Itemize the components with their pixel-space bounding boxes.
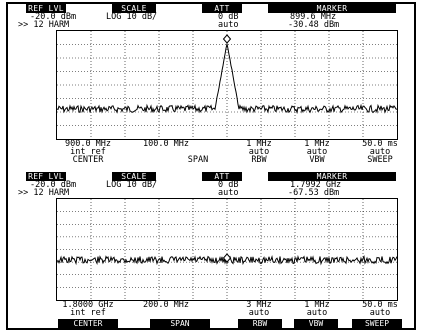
- scale-header: SCALE: [112, 4, 156, 13]
- trace-panel-2: REF LVL SCALE ATT MARKER -20.0 dBm >> 12…: [8, 172, 414, 330]
- graticule-svg: [57, 31, 397, 139]
- marker-diamond-icon: [222, 34, 232, 44]
- marker-diamond-icon: [222, 253, 232, 263]
- sweep-softkey[interactable]: SWEEP: [352, 319, 402, 328]
- vbw-softkey[interactable]: VBW: [294, 319, 338, 328]
- graticule-svg: [57, 199, 397, 300]
- scale-value: LOG 10 dB/: [106, 12, 158, 22]
- vbw-mode: auto: [306, 308, 328, 318]
- sweep-mode: auto: [369, 308, 391, 318]
- marker-level: -67.53 dBm: [288, 188, 340, 198]
- trace-graticule-1: [56, 30, 398, 140]
- rbw-value: 3 MHz: [246, 300, 272, 310]
- rbw-mode: auto: [248, 147, 270, 157]
- vbw-value: 1 MHz: [304, 300, 330, 310]
- sweep-value: 50.0 ms: [362, 139, 398, 149]
- scale-value: LOG 10 dB/: [106, 180, 158, 190]
- center-frequency: 900.0 MHz: [64, 139, 112, 149]
- span-label: SPAN: [187, 155, 209, 165]
- spectrum-trace: [57, 43, 397, 115]
- rbw-softkey[interactable]: RBW: [238, 319, 282, 328]
- ref-level-value: -20.0 dBm: [30, 12, 77, 22]
- analyzer-display: REF LVL SCALE ATT MARKER -20.0 dBm >> 12…: [6, 2, 416, 330]
- rbw-label: RBW: [251, 155, 267, 165]
- span-value: 200.0 MHz: [142, 300, 190, 310]
- att-value: 0 dB: [218, 12, 239, 22]
- att-value: 0 dB: [218, 180, 239, 190]
- att-header: ATT: [202, 4, 242, 13]
- vbw-label: VBW: [309, 155, 325, 165]
- ref-level-header: REF LVL: [26, 4, 66, 13]
- att-mode: auto: [218, 20, 239, 30]
- sweep-mode: auto: [369, 147, 391, 157]
- span-value: 100.0 MHz: [142, 139, 190, 149]
- trace-panel-1: REF LVL SCALE ATT MARKER -20.0 dBm >> 12…: [8, 4, 414, 172]
- spectrum-trace: [57, 254, 397, 266]
- center-label: CENTER: [72, 155, 104, 165]
- center-frequency: 1.8000 GHz: [62, 300, 114, 310]
- reference-source: int ref: [70, 147, 106, 157]
- marker-frequency: 899.6 MHz: [290, 12, 337, 22]
- harmonic-indicator: >> 12 HARM: [18, 20, 70, 30]
- marker-level: -30.48 dBm: [288, 20, 340, 30]
- center-softkey[interactable]: CENTER: [58, 319, 118, 328]
- trace-graticule-2: [56, 198, 398, 301]
- scale-header: SCALE: [112, 172, 156, 181]
- marker-header: MARKER: [268, 4, 396, 13]
- ref-level-header: REF LVL: [26, 172, 66, 181]
- marker-header: MARKER: [268, 172, 396, 181]
- vbw-value: 1 MHz: [304, 139, 330, 149]
- span-softkey[interactable]: SPAN: [150, 319, 210, 328]
- att-mode: auto: [218, 188, 239, 198]
- sweep-value: 50.0 ms: [362, 300, 398, 310]
- rbw-value: 1 MHz: [246, 139, 272, 149]
- att-header: ATT: [202, 172, 242, 181]
- marker-frequency: 1.7992 GHz: [290, 180, 342, 190]
- rbw-mode: auto: [248, 308, 270, 318]
- sweep-label: SWEEP: [367, 155, 393, 165]
- ref-level-value: -20.0 dBm: [30, 180, 77, 190]
- harmonic-indicator: >> 12 HARM: [18, 188, 70, 198]
- reference-source: int ref: [70, 308, 106, 318]
- vbw-mode: auto: [306, 147, 328, 157]
